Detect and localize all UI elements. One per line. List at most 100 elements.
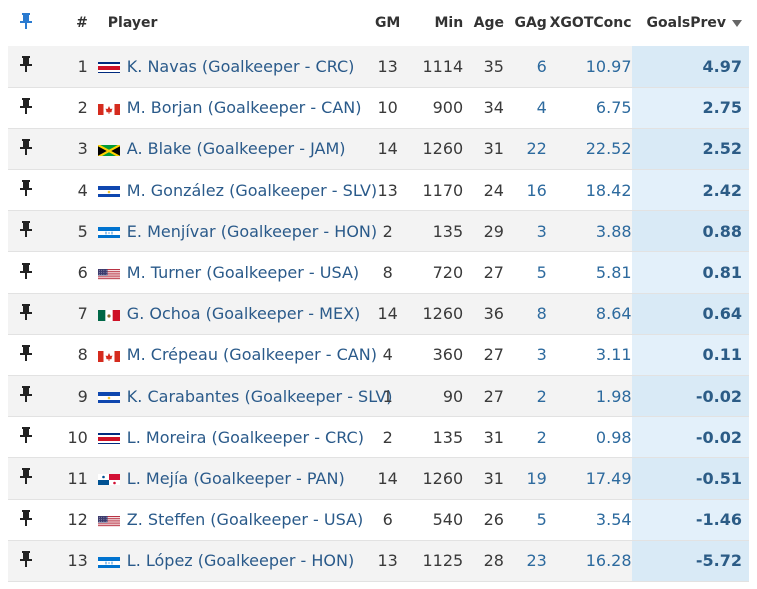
min-cell: 135: [432, 221, 464, 241]
sort-descending-icon[interactable]: [732, 19, 742, 27]
goalsprev-cell: -5.72: [631, 540, 749, 582]
goalsprev-cell: -0.02: [631, 375, 749, 417]
table-row: 5 E. Menjívar (Goalkeeper - HON) 2 135 29 3 3.…: [8, 210, 749, 252]
flag-icon: [97, 142, 122, 156]
player-cell: K. Navas (Goalkeeper - CRC): [97, 46, 365, 87]
player-name-link[interactable]: L. López (Goalkeeper - HON): [126, 551, 355, 571]
table-row: 1 K. Navas (Goalkeeper - CRC) 13 1114 35 6 10.…: [8, 46, 749, 88]
player-name-link[interactable]: G. Ochoa (Goalkeeper - MEX): [126, 304, 361, 324]
player-cell: M. González (Goalkeeper - SLV): [97, 170, 377, 211]
pin-row-button[interactable]: [8, 499, 45, 540]
pin-row-button[interactable]: [8, 334, 45, 375]
pin-icon[interactable]: [19, 385, 33, 403]
age-cell: 27: [483, 263, 504, 283]
xgotconc-cell: 5.81: [595, 263, 632, 283]
xgotconc-cell: 0.98: [595, 427, 632, 447]
goalkeeper-stats-table: # Player GM Min Age GAg XGOTConc GoalsPr…: [8, 0, 749, 582]
gm-cell: 13: [377, 551, 398, 571]
pin-row-button[interactable]: [8, 128, 45, 169]
pin-row-button[interactable]: [8, 87, 45, 128]
pin-row-button[interactable]: [8, 417, 45, 458]
xgotconc-column-header[interactable]: XGOTConc: [549, 15, 632, 31]
pin-icon[interactable]: [19, 344, 33, 362]
player-name-link[interactable]: M. Crépeau (Goalkeeper - CAN): [126, 345, 377, 365]
rank-column-header[interactable]: #: [76, 15, 88, 31]
min-cell: 1170: [422, 180, 464, 200]
pin-column-header[interactable]: [8, 0, 45, 46]
rank-cell: 3: [77, 139, 88, 159]
gag-cell: 23: [526, 551, 547, 571]
pin-row-button[interactable]: [8, 376, 45, 417]
pin-row-button[interactable]: [8, 170, 45, 211]
pin-icon[interactable]: [19, 97, 33, 115]
flag-icon: [97, 224, 122, 239]
player-cell: L. Moreira (Goalkeeper - CRC): [97, 417, 365, 458]
player-cell: Z. Steffen (Goalkeeper - USA): [97, 499, 365, 540]
player-name-link[interactable]: Z. Steffen (Goalkeeper - USA): [126, 510, 364, 530]
pin-row-button[interactable]: [8, 540, 45, 581]
player-name-link[interactable]: L. Moreira (Goalkeeper - CRC): [126, 427, 364, 447]
goalsprev-column-header[interactable]: GoalsPrev: [631, 0, 749, 46]
pin-icon[interactable]: [19, 426, 33, 444]
age-cell: 31: [483, 427, 504, 447]
xgotconc-cell: 3.54: [595, 510, 632, 530]
gm-cell: 14: [377, 139, 398, 159]
player-name-link[interactable]: L. Mejía (Goalkeeper - PAN): [126, 468, 345, 488]
pin-icon[interactable]: [19, 467, 33, 485]
rank-cell: 6: [77, 263, 88, 283]
pin-icon[interactable]: [19, 12, 33, 30]
xgotconc-cell: 3.88: [595, 221, 632, 241]
min-cell: 1260: [422, 468, 464, 488]
gag-cell: 6: [536, 56, 547, 76]
pin-row-button[interactable]: [8, 46, 45, 87]
gag-cell: 2: [536, 427, 547, 447]
table-row: 9 K. Carabantes (Goalkeeper - SLV) 1 90 27 2 1…: [8, 375, 749, 417]
gag-column-header[interactable]: GAg: [514, 15, 547, 31]
gag-cell: 3: [536, 345, 547, 365]
pin-icon[interactable]: [19, 262, 33, 280]
flag-icon: [97, 307, 122, 321]
pin-row-button[interactable]: [8, 211, 45, 252]
rank-cell: 9: [77, 386, 88, 406]
pin-icon[interactable]: [19, 509, 33, 527]
flag-icon: [97, 266, 122, 280]
player-name-link[interactable]: A. Blake (Goalkeeper - JAM): [126, 139, 346, 159]
pin-icon[interactable]: [19, 55, 33, 73]
player-name-link[interactable]: E. Menjívar (Goalkeeper - HON): [126, 221, 378, 241]
pin-icon[interactable]: [19, 550, 33, 568]
goalsprev-cell: 2.42: [631, 169, 749, 211]
pin-icon[interactable]: [19, 303, 33, 321]
age-cell: 29: [483, 221, 504, 241]
player-name-link[interactable]: M. Borjan (Goalkeeper - CAN): [126, 98, 362, 118]
pin-row-button[interactable]: [8, 252, 45, 293]
xgotconc-cell: 16.28: [585, 551, 632, 571]
rank-cell: 11: [67, 468, 88, 488]
pin-row-button[interactable]: [8, 293, 45, 334]
player-column-header[interactable]: Player: [107, 15, 158, 31]
pin-icon[interactable]: [19, 220, 33, 238]
table-row: 4 M. González (Goalkeeper - SLV) 13 1170 24 1…: [8, 169, 749, 211]
flag-icon: [97, 430, 122, 445]
player-name-link[interactable]: M. Turner (Goalkeeper - USA): [126, 263, 360, 283]
pin-icon[interactable]: [19, 179, 33, 197]
table-body: 1 K. Navas (Goalkeeper - CRC) 13 1114 35 6 10.…: [8, 46, 749, 582]
player-name-link[interactable]: K. Carabantes (Goalkeeper - SLV): [126, 386, 393, 406]
player-cell: M. Crépeau (Goalkeeper - CAN): [97, 334, 377, 375]
min-column-header[interactable]: Min: [434, 15, 464, 31]
gm-cell: 13: [377, 180, 398, 200]
xgotconc-cell: 8.64: [595, 304, 632, 324]
flag-icon: [97, 389, 122, 404]
player-name-link[interactable]: M. González (Goalkeeper - SLV): [126, 180, 378, 200]
gm-column-header[interactable]: GM: [374, 15, 401, 31]
player-name-link[interactable]: K. Navas (Goalkeeper - CRC): [126, 56, 355, 76]
rank-cell: 5: [77, 221, 88, 241]
pin-row-button[interactable]: [8, 458, 45, 499]
age-column-header[interactable]: Age: [473, 15, 504, 31]
min-cell: 90: [442, 386, 464, 406]
pin-icon[interactable]: [19, 138, 33, 156]
player-cell: G. Ochoa (Goalkeeper - MEX): [97, 293, 365, 334]
age-cell: 27: [483, 386, 504, 406]
rank-cell: 2: [77, 98, 88, 118]
flag-icon: [97, 554, 122, 568]
gm-cell: 14: [377, 304, 398, 324]
